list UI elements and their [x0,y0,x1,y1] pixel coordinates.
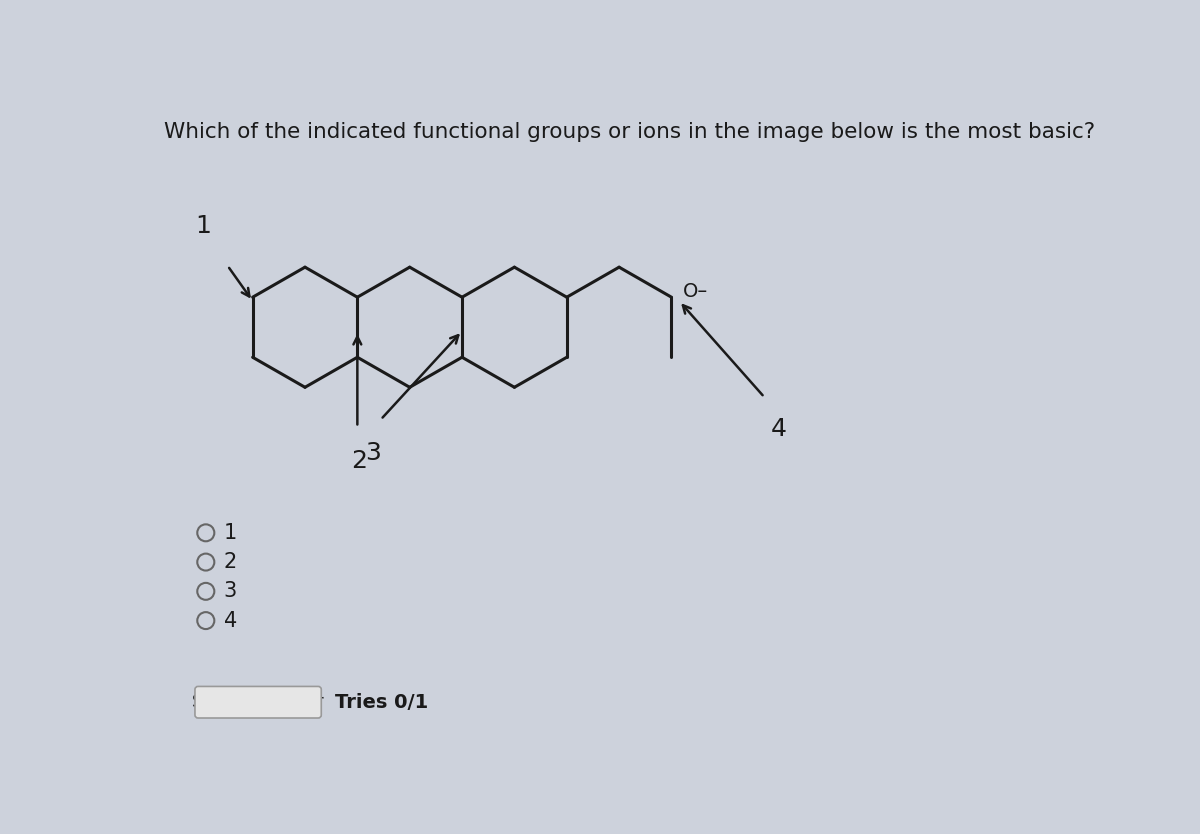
Text: 4: 4 [223,610,236,631]
Text: Tries 0/1: Tries 0/1 [335,693,428,711]
Text: 2: 2 [223,552,236,572]
FancyBboxPatch shape [194,686,322,718]
Text: 3: 3 [365,441,382,465]
Text: 4: 4 [770,417,787,441]
Text: O–: O– [683,282,708,300]
Text: Which of the indicated functional groups or ions in the image below is the most : Which of the indicated functional groups… [164,122,1096,142]
Text: 3: 3 [223,581,236,601]
Text: 1: 1 [223,523,236,543]
Text: 1: 1 [194,214,211,238]
Text: 2: 2 [352,449,367,473]
Text: Submit Answer: Submit Answer [192,693,324,711]
